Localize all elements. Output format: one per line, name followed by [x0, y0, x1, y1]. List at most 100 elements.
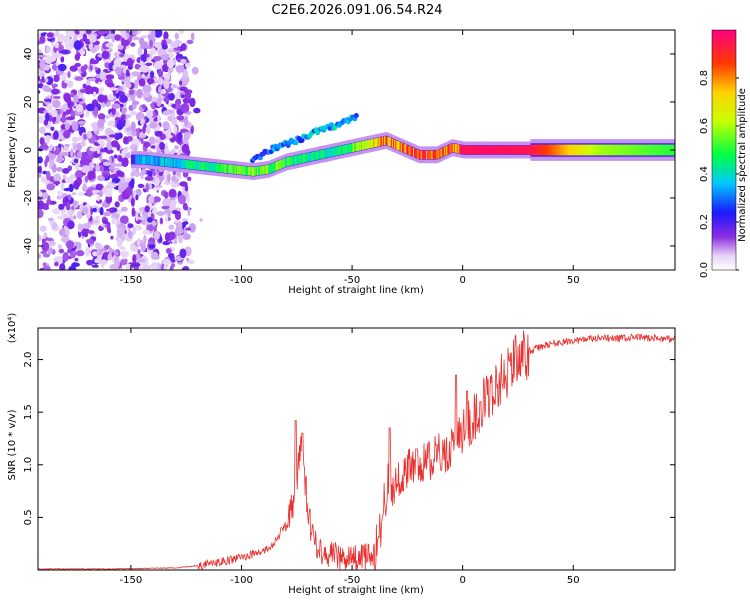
heatmap-band-cell [133, 154, 136, 165]
heatmap-ridge-cell [412, 148, 415, 157]
heatmap-noise-cell [154, 130, 163, 137]
heatmap-ridge-cell [650, 144, 653, 156]
heatmap-ridge-cell [574, 144, 577, 156]
heatmap-ridge-cell [305, 153, 308, 162]
heatmap-ridge-cell [627, 144, 630, 156]
heatmap-ridge-cell [635, 144, 638, 156]
snr-y-label: SNR (10 * v/v) [7, 409, 18, 480]
heatmap-noise-cell [182, 233, 191, 241]
heatmap-ridge-cell [543, 144, 546, 156]
heatmap-ridge-cell [628, 144, 631, 156]
heatmap-ridge-cell [255, 166, 258, 176]
heatmap-ridge-cell [271, 163, 274, 173]
heatmap-ridge-cell [156, 156, 159, 166]
heatmap-ridge-cell [658, 144, 661, 156]
heatmap-ridge-cell [470, 145, 473, 155]
heatmap-band-cell [130, 154, 134, 165]
heatmap-noise-cell [147, 34, 152, 39]
heatmap-ridge-cell [170, 158, 173, 167]
heatmap-ridge-cell [321, 150, 324, 159]
heatmap-ridge-cell [464, 145, 467, 155]
heatmap-ridge-cell [633, 144, 635, 156]
heatmap-noise-cell [186, 39, 194, 45]
heatmap-ridge-cell [323, 149, 326, 159]
heatmap-noise-cell [132, 100, 140, 105]
heatmap-noise-cell [199, 218, 203, 222]
heatmap-ridge-cell [241, 166, 244, 175]
heatmap-noise-cell [143, 122, 147, 129]
heatmap-noise-cell [117, 132, 123, 139]
heatmap-noise-cell [185, 227, 192, 231]
heatmap-ridge-cell [402, 143, 405, 153]
heatmap-ridge-cell [228, 164, 231, 174]
heatmap-noise-cell [150, 30, 156, 39]
heatmap-noise-cell [89, 64, 93, 71]
heatmap-ridge-cell [515, 145, 518, 155]
heatmap-ridge-cell [489, 145, 492, 155]
heatmap-noise-cell [52, 208, 61, 215]
heatmap-noise-cell [57, 109, 62, 115]
heatmap-ridge-cell [339, 145, 342, 155]
heatmap-noise-cell [53, 95, 61, 100]
heatmap-noise-cell [51, 88, 60, 95]
heatmap-ridge-cell [299, 154, 301, 164]
heatmap-noise-cell [176, 227, 184, 235]
heatmap-ridge-cell [155, 156, 158, 166]
heatmap-noise-cell [119, 94, 128, 103]
heatmap-ridge-cell [588, 144, 591, 156]
heatmap-ridge-cell [414, 148, 416, 158]
heatmap-noise-cell [114, 201, 120, 208]
heatmap-noise-cell [39, 144, 49, 150]
heatmap-ridge-cell [578, 144, 581, 156]
heatmap-noise-cell [161, 64, 169, 71]
heatmap-noise-cell [173, 47, 181, 51]
heatmap-noise-cell [125, 33, 130, 39]
heatmap-ridge-cell [197, 161, 200, 170]
heatmap-noise-cell [72, 183, 80, 189]
heatmap-noise-cell [107, 120, 116, 127]
heatmap-ridge-cell [410, 147, 413, 156]
heatmap-ridge-cell [272, 163, 275, 172]
heatmap-ridge-cell [343, 145, 346, 154]
heatmap-ridge-cell [564, 144, 567, 156]
heatmap-ridge-cell [449, 144, 452, 153]
heatmap-noise-cell [95, 215, 100, 219]
heatmap-noise-cell [98, 81, 102, 85]
heatmap-ridge-cell [142, 155, 144, 164]
heatmap-noise-cell [137, 216, 146, 221]
heatmap-noise-cell [92, 122, 98, 133]
heatmap-ridge-cell [421, 150, 424, 160]
heatmap-noise-cell [146, 53, 150, 58]
heatmap-noise-cell [41, 241, 50, 252]
heatmap-noise-cell [173, 92, 181, 99]
heatmap-ridge-cell [527, 145, 530, 155]
heatmap-ridge-cell [657, 144, 660, 156]
heatmap-ridge-cell [377, 137, 380, 147]
heatmap-ridge-cell [482, 145, 485, 155]
heatmap-noise-cell [146, 78, 155, 84]
heatmap-noise-cell [56, 215, 66, 220]
heatmap-ridge-cell [525, 145, 528, 155]
heatmap-ridge-cell [586, 144, 589, 156]
heatmap-ridge-cell [429, 150, 432, 160]
heatmap-ridge-cell [322, 149, 325, 159]
heatmap-ridge-cell [478, 145, 481, 155]
figure-title: C2E6.2026.091.06.54.R24 [271, 3, 442, 18]
heatmap-ridge-cell [283, 158, 286, 168]
heatmap-noise-cell [152, 56, 162, 61]
heatmap-noise-cell [73, 33, 77, 43]
heatmap-ridge-cell [359, 141, 362, 151]
heatmap-noise-cell [135, 211, 139, 222]
heatmap-noise-cell [137, 183, 145, 188]
heatmap-noise-cell [135, 128, 140, 138]
heatmap-branch-cell [293, 140, 299, 146]
heatmap-ridge-cell [376, 138, 379, 147]
heatmap-noise-cell [177, 131, 183, 142]
heatmap-ridge-cell [227, 164, 230, 174]
heatmap-ridge-cell [579, 144, 582, 156]
y-tick-label: 20 [23, 96, 34, 109]
heatmap-noise-cell [40, 72, 45, 77]
heatmap-ridge-cell [666, 144, 669, 156]
heatmap-ridge-cell [281, 159, 284, 169]
heatmap-noise-cell [139, 134, 147, 139]
